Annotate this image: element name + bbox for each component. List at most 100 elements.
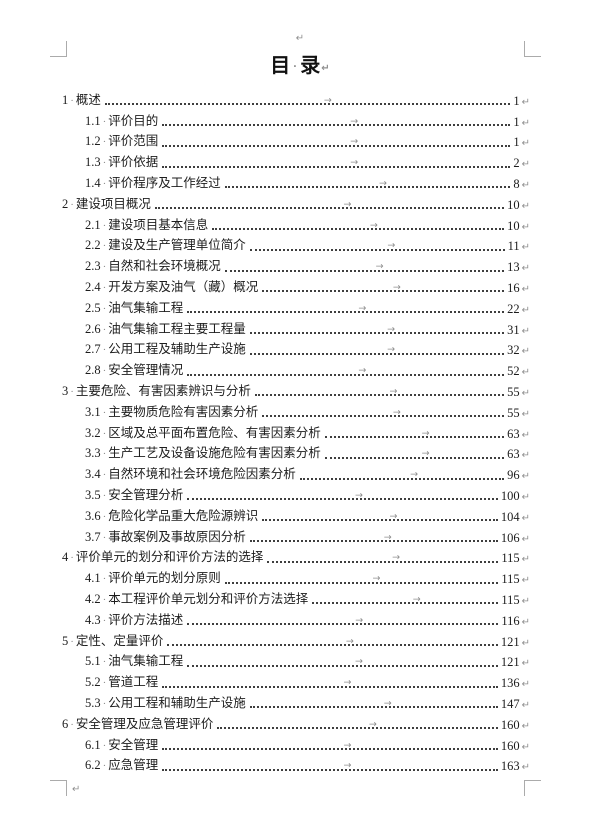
toc-entry-label: 公用工程和辅助生产设施 xyxy=(108,695,246,710)
toc-entry-label: 评价目的 xyxy=(108,113,159,128)
toc-entry-text: 5.2 · 管道工程 xyxy=(85,674,158,691)
toc-entry[interactable]: 4.3 · 评价方法描述 → 116 ↵ xyxy=(0,608,600,629)
toc-entry-page-number: 160 xyxy=(500,738,520,753)
tab-mark-icon: → xyxy=(392,406,401,418)
toc-entry-label: 油气集输工程主要工程量 xyxy=(108,321,246,336)
tab-mark-icon: → xyxy=(358,365,367,377)
toc-entry[interactable]: 1.2 · 评价范围 → 1 ↵ xyxy=(0,130,600,151)
toc-entry[interactable]: 3.4 · 自然环境和社会环境危险因素分析 → 96 ↵ xyxy=(0,462,600,483)
crop-mark-bottom-right xyxy=(525,780,541,781)
toc-entry[interactable]: 3.7 · 事故案例及事故原因分析 → 106 ↵ xyxy=(0,525,600,546)
toc-entry[interactable]: 3.1 · 主要物质危险有害因素分析 → 55 ↵ xyxy=(0,400,600,421)
toc-entry[interactable]: 4.1 · 评价单元的划分原则 → 115 ↵ xyxy=(0,566,600,587)
tab-mark-icon: → xyxy=(410,469,419,481)
space-mark-icon: · xyxy=(102,323,107,336)
toc-entry-number: 1.3 xyxy=(85,155,101,170)
dot-leader: → xyxy=(162,761,498,771)
toc-entry-label: 管道工程 xyxy=(108,675,159,690)
paragraph-mark-icon: ↵ xyxy=(72,784,81,795)
toc-entry[interactable]: 1.1 · 评价目的 → 1 ↵ xyxy=(0,109,600,130)
toc-entry-number: 4 xyxy=(62,550,69,565)
toc-entry-page-number: 96 xyxy=(507,468,520,483)
toc-entry-text: 2.6 · 油气集输工程主要工程量 xyxy=(85,321,246,338)
toc-entry-number: 2.5 xyxy=(85,300,101,315)
toc-entry-label: 应急管理 xyxy=(108,758,159,773)
toc-entry-number: 3.2 xyxy=(85,425,101,440)
toc-entry[interactable]: 2 · 建设项目概况 → 10 ↵ xyxy=(0,192,600,213)
toc-entry[interactable]: 5.1 · 油气集输工程 → 121 ↵ xyxy=(0,650,600,671)
dot-leader: → xyxy=(324,449,505,459)
toc-entry[interactable]: 3.6 · 危险化学品重大危险源辨识 → 104 ↵ xyxy=(0,504,600,525)
toc-entry-text: 4.2 · 本工程评价单元划分和评价方法选择 xyxy=(85,591,308,608)
toc-entry-label: 定性、定量评价 xyxy=(75,633,164,648)
toc-entry-label: 公用工程及辅助生产设施 xyxy=(108,342,246,357)
toc-entry[interactable]: 6.1 · 安全管理 → 160 ↵ xyxy=(0,733,600,754)
dot-leader: → xyxy=(224,262,505,272)
toc-entry-label: 危险化学品重大危险源辨识 xyxy=(108,508,259,523)
toc-entry-page-number: 136 xyxy=(500,676,520,691)
paragraph-mark-icon: ↵ xyxy=(521,699,530,711)
dot-leader: → xyxy=(324,429,505,439)
toc-entry-number: 2.2 xyxy=(85,238,101,253)
paragraph-mark-icon: ↵ xyxy=(521,637,530,649)
toc-entry[interactable]: 5.2 · 管道工程 → 136 ↵ xyxy=(0,670,600,691)
toc-entry-number: 3.7 xyxy=(85,529,101,544)
toc-entry-label: 评价依据 xyxy=(108,155,159,170)
tab-mark-icon: → xyxy=(387,323,396,335)
toc-entry-page-number: 115 xyxy=(501,551,520,566)
toc-entry[interactable]: 2.2 · 建设及生产管理单位简介 → 11 ↵ xyxy=(0,234,600,255)
tab-mark-icon: → xyxy=(392,281,401,293)
toc-entry[interactable]: 6.2 · 应急管理 → 163 ↵ xyxy=(0,754,600,775)
paragraph-mark-icon: ↵ xyxy=(521,387,530,399)
toc-entry[interactable]: 2.3 · 自然和社会环境概况 → 13 ↵ xyxy=(0,254,600,275)
toc-entry[interactable]: 3.3 · 生产工艺及设备设施危险有害因素分析 → 63 ↵ xyxy=(0,442,600,463)
tab-mark-icon: → xyxy=(389,510,398,522)
toc-entry-page-number: 116 xyxy=(501,613,520,628)
space-mark-icon: · xyxy=(102,760,107,773)
dot-leader: → xyxy=(249,325,505,335)
toc-entry[interactable]: 5 · 定性、定量评价 → 121 ↵ xyxy=(0,629,600,650)
toc-entry[interactable]: 2.5 · 油气集输工程 → 22 ↵ xyxy=(0,296,600,317)
toc-entry[interactable]: 2.6 · 油气集输工程主要工程量 → 31 ↵ xyxy=(0,317,600,338)
toc-entry-page-number: 1 xyxy=(513,135,520,150)
toc-entry-text: 3.6 · 危险化学品重大危险源辨识 xyxy=(85,508,258,525)
toc-entry[interactable]: 3.2 · 区域及总平面布置危险、有害因素分析 → 63 ↵ xyxy=(0,421,600,442)
paragraph-mark-icon: ↵ xyxy=(521,595,530,607)
toc-entry-number: 2 xyxy=(62,196,69,211)
space-mark-icon: · xyxy=(102,427,107,440)
toc-entry-text: 3.2 · 区域及总平面布置危险、有害因素分析 xyxy=(85,425,321,442)
tab-mark-icon: → xyxy=(369,219,378,231)
toc-entry-page-number: 147 xyxy=(500,696,520,711)
paragraph-mark-icon: ↵ xyxy=(521,179,530,191)
paragraph-mark-icon: ↵ xyxy=(521,450,530,462)
toc-entry-text: 2.1 · 建设项目基本信息 xyxy=(85,217,208,234)
toc-entry-text: 3.4 · 自然环境和社会环境危险因素分析 xyxy=(85,466,296,483)
toc-entry[interactable]: 5.3 · 公用工程和辅助生产设施 → 147 ↵ xyxy=(0,691,600,712)
toc-entry[interactable]: 3 · 主要危险、有害因素辨识与分析 → 55 ↵ xyxy=(0,379,600,400)
toc-entry[interactable]: 1 · 概述 → 1 ↵ xyxy=(0,88,600,109)
toc-entry[interactable]: 4.2 · 本工程评价单元划分和评价方法选择 → 115 ↵ xyxy=(0,587,600,608)
empty-paragraph: ↵ xyxy=(0,28,600,46)
toc-entry-label: 事故案例及事故原因分析 xyxy=(108,529,246,544)
toc-entry[interactable]: 3.5 · 安全管理分析 → 100 ↵ xyxy=(0,483,600,504)
toc-entry[interactable]: 2.4 · 开发方案及油气（藏）概况 → 16 ↵ xyxy=(0,275,600,296)
space-mark-icon: · xyxy=(102,656,107,669)
toc-entry[interactable]: 2.1 · 建设项目基本信息 → 10 ↵ xyxy=(0,213,600,234)
toc-entry[interactable]: 1.3 · 评价依据 → 2 ↵ xyxy=(0,150,600,171)
toc-entry-text: 2.7 · 公用工程及辅助生产设施 xyxy=(85,341,246,358)
toc-entry-text: 3.7 · 事故案例及事故原因分析 xyxy=(85,529,246,546)
toc-entry[interactable]: 4 · 评价单元的划分和评价方法的选择 → 115 ↵ xyxy=(0,546,600,567)
toc-entry[interactable]: 1.4 · 评价程序及工作经过 → 8 ↵ xyxy=(0,171,600,192)
toc-entry-label: 自然环境和社会环境危险因素分析 xyxy=(108,467,296,482)
toc-entry[interactable]: 2.8 · 安全管理情况 → 52 ↵ xyxy=(0,358,600,379)
title-char-right: 录 xyxy=(300,55,321,77)
toc-entry[interactable]: 6 · 安全管理及应急管理评价 → 160 ↵ xyxy=(0,712,600,733)
dot-leader: → xyxy=(224,179,511,189)
paragraph-mark-icon: ↵ xyxy=(521,304,530,316)
toc-entry-label: 油气集输工程 xyxy=(108,300,184,315)
toc-entry[interactable]: 2.7 · 公用工程及辅助生产设施 → 32 ↵ xyxy=(0,338,600,359)
toc-entry-page-number: 11 xyxy=(507,239,520,254)
dot-leader: → xyxy=(162,117,511,127)
dot-leader: → xyxy=(217,720,498,730)
space-mark-icon: · xyxy=(102,469,107,482)
